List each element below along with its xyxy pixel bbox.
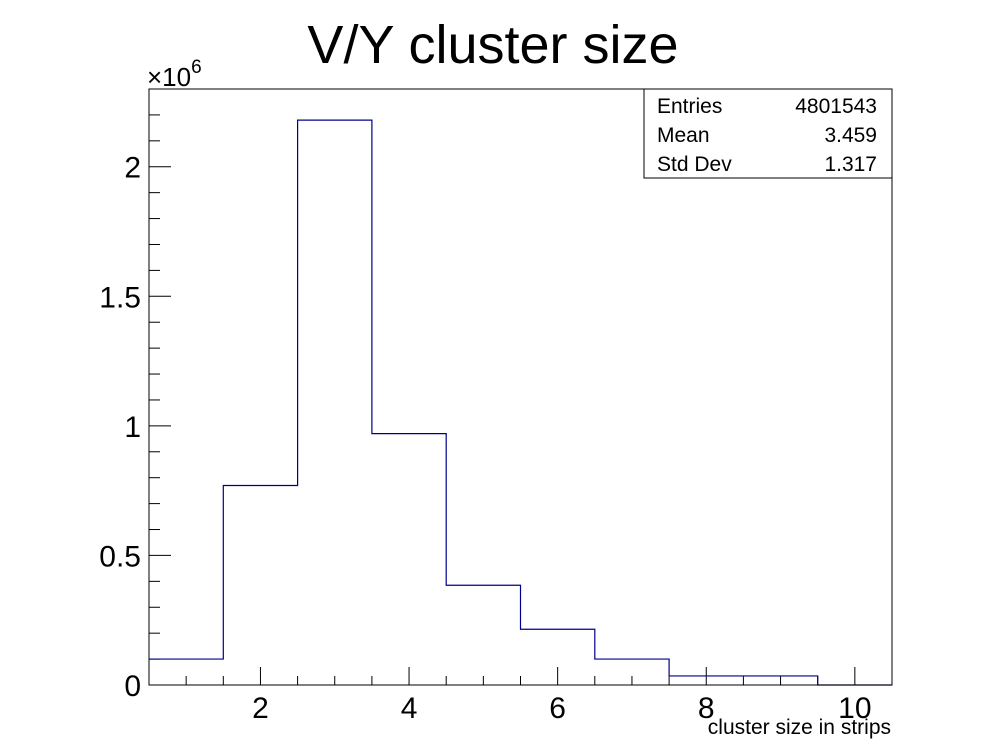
stats-entries-value: 4801543 [795, 95, 877, 118]
x-tick-label: 6 [549, 692, 566, 725]
stats-box-frame [643, 88, 893, 179]
y-multiplier-base: ×10 [147, 62, 191, 92]
histogram-line [149, 119, 892, 686]
stats-box: Entries 4801543 Mean 3.459 Std Dev 1.317 [643, 88, 893, 179]
y-tick-label: 1.5 [99, 281, 141, 314]
x-tick-label: 10 [838, 692, 871, 725]
y-tick-label: 1 [124, 411, 141, 444]
chart-title: V/Y cluster size [307, 15, 678, 75]
x-tick-label: 8 [698, 692, 715, 725]
stats-mean-label: Mean [657, 124, 710, 147]
y-axis-multiplier: ×106 [147, 57, 202, 92]
x-axis-label: cluster size in strips [708, 716, 891, 739]
x-tick-label: 4 [401, 692, 418, 725]
stats-mean-value: 3.459 [824, 124, 877, 147]
x-tick-label: 2 [252, 692, 269, 725]
y-tick-label: 0.5 [99, 540, 141, 573]
stats-entries-label: Entries [657, 95, 722, 118]
stats-stddev-label: Std Dev [657, 153, 732, 176]
y-multiplier-exponent: 6 [191, 57, 202, 78]
plot-frame [148, 88, 893, 686]
y-tick-label: 0 [124, 670, 141, 703]
stats-stddev-value: 1.317 [824, 153, 877, 176]
y-tick-label: 2 [124, 152, 141, 185]
